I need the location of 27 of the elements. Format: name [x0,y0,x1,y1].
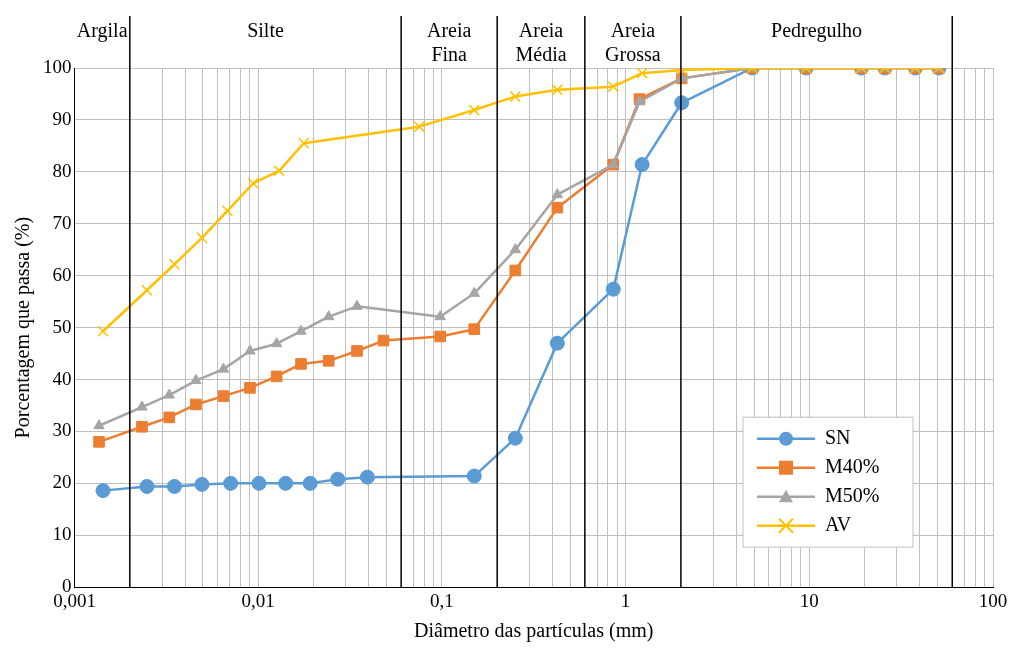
y-tick-label: 60 [52,263,72,285]
y-tick-label: 10 [52,523,72,545]
legend-label: M40% [825,454,880,477]
y-tick-label: 90 [52,107,72,129]
x-tick-label: 100 [978,589,1008,611]
y-tick-label: 100 [43,55,72,77]
y-axis-title: Porcentagem que passa (%) [11,216,35,439]
y-tick-label: 40 [52,367,72,389]
x-tick-label: 0,1 [430,589,454,611]
text: Areia Média [515,19,567,66]
y-tick-label: 80 [52,159,72,181]
x-axis-title: Diâmetro das partículas (mm) [414,619,654,643]
text: Areia Fina [426,19,472,66]
y-tick-label: 70 [52,211,72,233]
y-tick-label: 30 [52,419,72,441]
text: Argila [76,19,128,43]
text: Pedregulho [771,19,863,43]
x-tick-label: 0,01 [241,589,275,611]
legend-label: SN [825,425,851,448]
text: Areia Grossa [605,19,661,66]
x-tick-label: 10 [799,589,819,611]
y-tick-label: 50 [52,315,72,337]
legend-label: AV [825,512,852,535]
x-tick-label: 1 [620,589,631,611]
text: Silte [247,19,284,42]
y-tick-label: 20 [52,471,72,493]
legend-label: M50% [825,483,880,506]
